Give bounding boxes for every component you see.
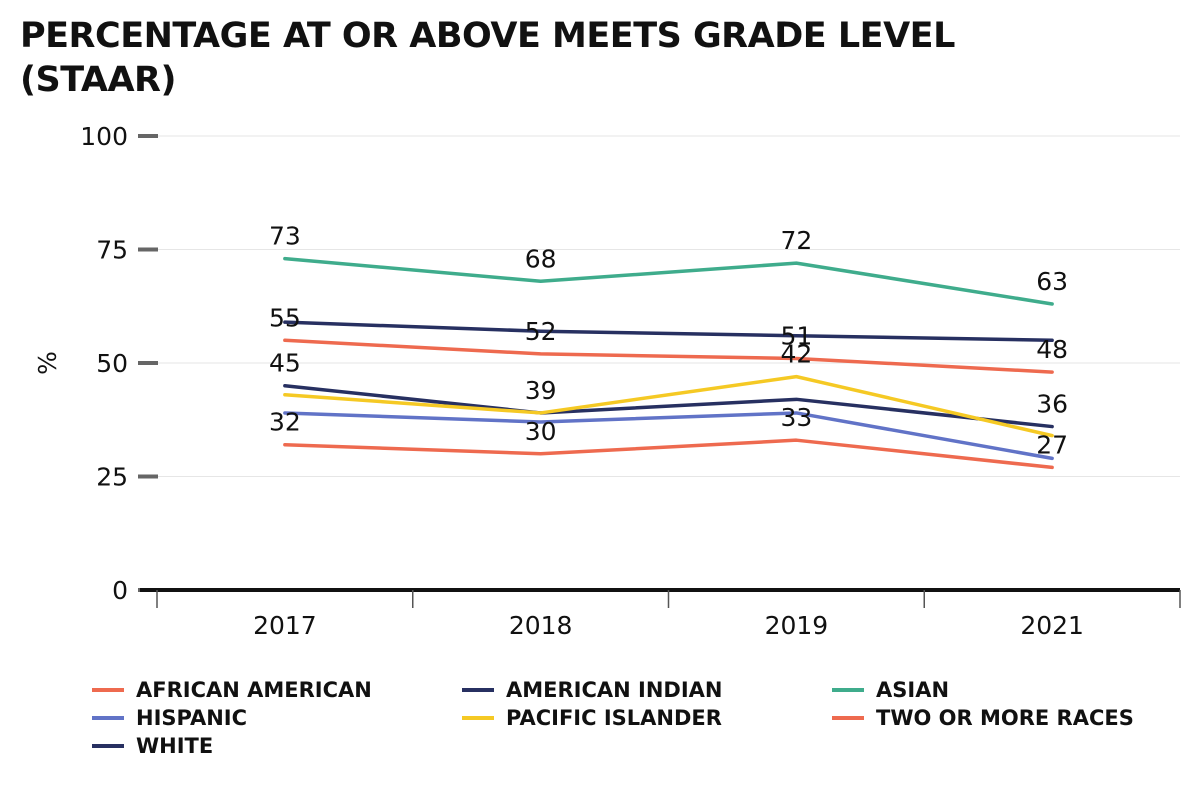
data-label: 45 [269, 349, 301, 378]
x-tick-label: 2019 [765, 611, 829, 640]
data-label: 55 [269, 303, 301, 332]
legend-swatch [92, 688, 124, 692]
legend-swatch [832, 716, 864, 720]
y-tick-label: 25 [96, 463, 128, 492]
chart-title-line-2: (STAAR) [20, 60, 176, 100]
data-label: 73 [269, 222, 301, 251]
x-tick-label: 2018 [509, 611, 573, 640]
series-line-hispanic [283, 411, 1054, 461]
legend-item: AFRICAN AMERICAN [92, 676, 462, 704]
legend-label: TWO OR MORE RACES [876, 706, 1134, 730]
legend-label: WHITE [136, 734, 214, 758]
series-line-white [283, 320, 1054, 343]
series-line-pacific-islander [283, 374, 1054, 438]
y-tick-label: 100 [80, 122, 128, 151]
chart-title: PERCENTAGE AT OR ABOVE MEETS GRADE LEVEL… [20, 14, 1120, 102]
data-label: 27 [1036, 430, 1068, 459]
series-line-two-or-more-races [283, 338, 1054, 374]
chart-legend: AFRICAN AMERICAN AMERICAN INDIAN ASIAN HISP… [92, 676, 1192, 760]
data-label: 52 [525, 317, 557, 346]
x-tick-label: 2021 [1020, 611, 1084, 640]
y-axis-label: % [33, 351, 62, 375]
data-label: 30 [525, 417, 557, 446]
data-label: 39 [525, 376, 557, 405]
data-label: 68 [525, 244, 557, 273]
legend-swatch [832, 688, 864, 692]
legend-item: WHITE [92, 732, 462, 760]
y-tick-label: 50 [96, 349, 128, 378]
data-label: 42 [780, 340, 812, 369]
legend-label: ASIAN [876, 678, 950, 702]
x-tick-label: 2017 [253, 611, 317, 640]
data-label: 33 [780, 403, 812, 432]
legend-label: AFRICAN AMERICAN [136, 678, 372, 702]
legend-item: AMERICAN INDIAN [462, 676, 832, 704]
series-line-asian [283, 256, 1054, 306]
data-label: 36 [1036, 390, 1068, 419]
chart-title-line-1: PERCENTAGE AT OR ABOVE MEETS GRADE LEVEL [20, 16, 955, 56]
data-label: 51 [780, 321, 812, 350]
y-tick-label: 75 [96, 236, 128, 265]
legend-item: ASIAN [832, 676, 1172, 704]
data-label: 63 [1036, 267, 1068, 296]
legend-label: HISPANIC [136, 706, 248, 730]
series-line-american-indian [283, 383, 1054, 429]
legend-item: PACIFIC ISLANDER [462, 704, 832, 732]
legend-swatch [462, 716, 494, 720]
legend-swatch [462, 688, 494, 692]
legend-swatch [92, 744, 124, 748]
legend-swatch [92, 716, 124, 720]
y-tick-label: 0 [112, 576, 128, 605]
data-label: 48 [1036, 335, 1068, 364]
series-line-african-american [283, 438, 1054, 470]
data-label: 72 [780, 226, 812, 255]
legend-item: HISPANIC [92, 704, 462, 732]
legend-item: TWO OR MORE RACES [832, 704, 1172, 732]
data-label: 32 [269, 408, 301, 437]
legend-label: PACIFIC ISLANDER [506, 706, 722, 730]
legend-label: AMERICAN INDIAN [506, 678, 723, 702]
